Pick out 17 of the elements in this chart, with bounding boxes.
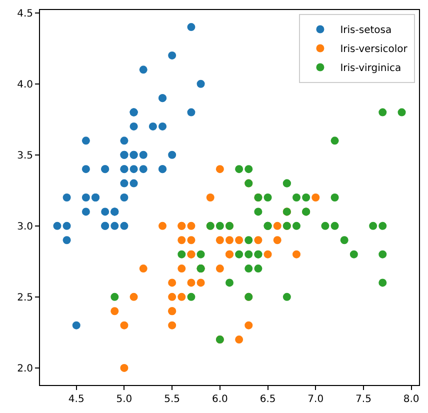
y-tick-label: 3.0	[17, 221, 33, 232]
x-tick-label: 5.5	[164, 394, 180, 405]
legend-label: Iris-setosa	[340, 25, 392, 36]
x-tick-label: 6.0	[212, 394, 228, 405]
y-tick-label: 4.0	[17, 79, 33, 90]
x-tick-label: 5.0	[116, 394, 132, 405]
legend-label: Iris-versicolor	[340, 44, 408, 56]
y-tick-label: 3.5	[17, 150, 33, 162]
x-tick-label: 4.5	[68, 394, 84, 405]
x-tick-label: 7.5	[356, 394, 372, 405]
x-tick-label: 6.5	[260, 394, 276, 405]
x-tick-label: 8.0	[403, 394, 420, 405]
y-tick-label: 2.0	[17, 363, 33, 374]
y-tick-label: 2.5	[17, 292, 33, 304]
x-tick-label: 7.0	[308, 394, 324, 405]
y-tick-label: 4.5	[17, 8, 33, 20]
legend-label: Iris-virginica	[340, 63, 402, 74]
